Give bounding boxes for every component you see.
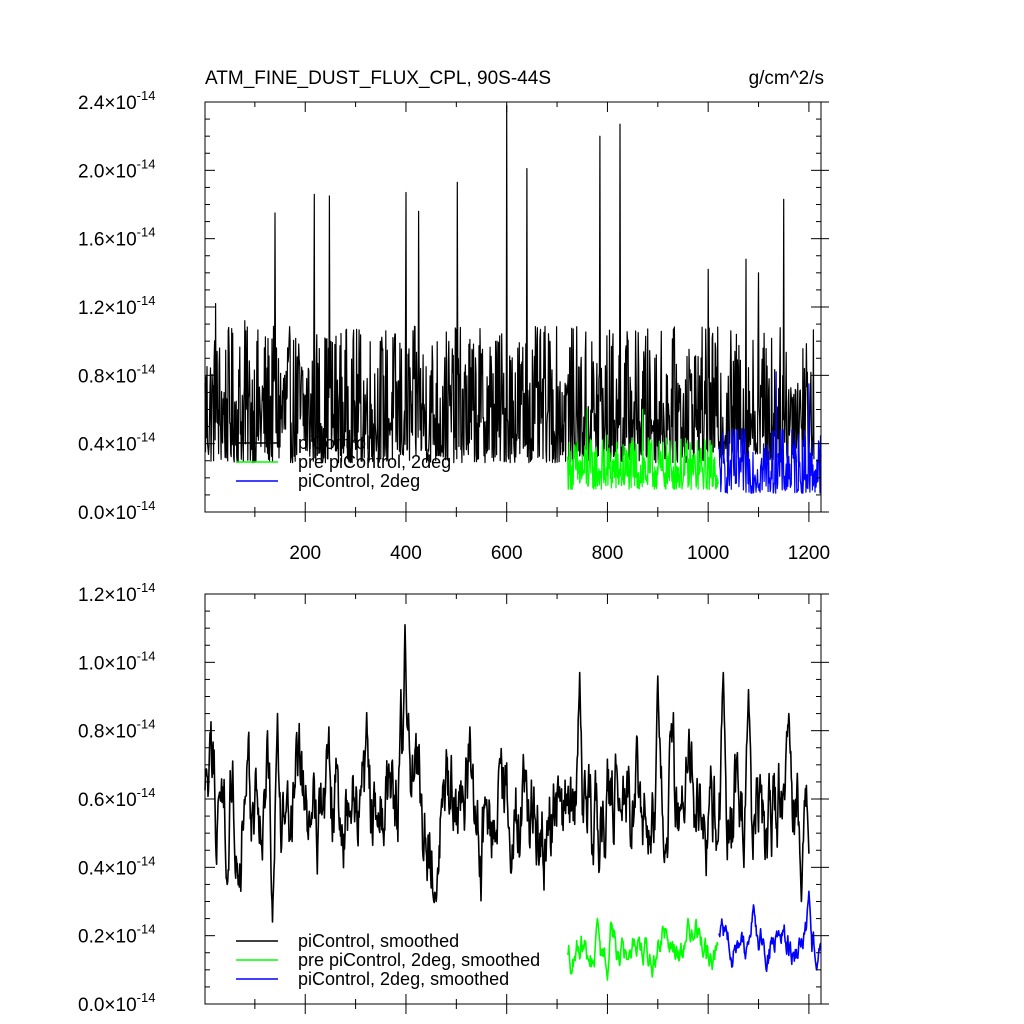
x-tick-label: 1000 xyxy=(687,543,729,564)
legend-label: piControl, smoothed xyxy=(298,931,459,951)
y-tick-label: 0.2×10-14 xyxy=(78,922,155,948)
units-label: g/cm^2/s xyxy=(749,68,824,89)
y-axis: 0.0×10-14 0.2×10-14 0.4×10-14 0.6×10-14 0.8×… xyxy=(78,580,829,1016)
series-group xyxy=(204,624,822,981)
top-panel: 200 400 600 800 1000 12000.0×10-140.4×10-140.… xyxy=(78,88,830,564)
series-line-3 xyxy=(718,890,822,973)
y-tick-label: 1.0×10-14 xyxy=(78,648,155,674)
x-tick-label: 200 xyxy=(289,543,321,564)
top-plot-frame xyxy=(204,101,822,513)
x-tick-label: 800 xyxy=(592,543,624,564)
series-line-2 xyxy=(566,917,719,981)
y-tick-label: 1.6×10-14 xyxy=(78,225,155,251)
y-tick-label: 1.2×10-14 xyxy=(78,293,155,319)
legend-label: piControl xyxy=(298,433,370,453)
series-group xyxy=(204,104,822,494)
x-axis: 200 400 600 800 1000 1200 xyxy=(254,102,830,564)
y-tick-label: 0.6×10-14 xyxy=(78,785,155,811)
legend-label: pre piControl, 2deg xyxy=(298,452,451,472)
y-tick-label: 0.0×10-14 xyxy=(78,498,155,524)
x-tick-label: 1200 xyxy=(788,543,830,564)
y-tick-label: 2.4×10-14 xyxy=(78,88,155,114)
y-tick-label: 1.2×10-14 xyxy=(78,580,155,606)
legend-label: pre piControl, 2deg, smoothed xyxy=(298,950,540,970)
series-line-1 xyxy=(204,624,810,923)
series-line-1 xyxy=(204,104,815,464)
bottom-panel: 0.0×10-14 0.2×10-14 0.4×10-14 0.6×10-14 0.8×… xyxy=(78,580,829,1016)
legend-label: piControl, 2deg xyxy=(298,471,420,491)
x-axis xyxy=(254,594,810,1014)
series-line-2 xyxy=(567,408,719,490)
y-axis: 0.0×10-14 0.4×10-14 0.8×10-14 1.2×10-14 1.6×… xyxy=(78,88,829,524)
x-tick-label: 400 xyxy=(390,543,422,564)
y-tick-label: 0.8×10-14 xyxy=(78,717,155,743)
series-line-3 xyxy=(718,371,822,494)
x-tick-label: 600 xyxy=(491,543,523,564)
y-tick-label: 0.8×10-14 xyxy=(78,361,155,387)
y-tick-label: 2.0×10-14 xyxy=(78,156,155,182)
legend-label: piControl, 2deg, smoothed xyxy=(298,969,509,989)
y-tick-label: 0.0×10-14 xyxy=(78,990,155,1016)
bottom-plot-frame xyxy=(204,593,822,1005)
chart-title: ATM_FINE_DUST_FLUX_CPL, 90S-44S xyxy=(205,68,551,89)
y-tick-label: 0.4×10-14 xyxy=(78,853,155,879)
y-tick-label: 0.4×10-14 xyxy=(78,430,155,456)
